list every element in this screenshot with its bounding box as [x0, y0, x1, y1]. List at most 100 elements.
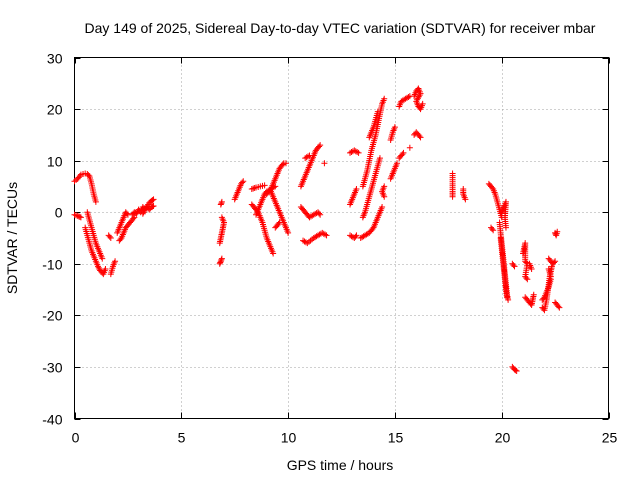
data-point [405, 94, 412, 101]
x-tick-label: 15 [388, 430, 404, 446]
data-point [275, 220, 282, 227]
data-point [502, 224, 509, 231]
data-point [107, 235, 114, 241]
data-point [305, 153, 312, 160]
data-point [94, 263, 101, 270]
data-point [76, 213, 83, 220]
data-point [391, 124, 398, 131]
data-point [545, 265, 552, 272]
data-point [149, 197, 156, 204]
data-point [216, 260, 223, 267]
data-point [417, 134, 424, 141]
data-point [218, 255, 225, 262]
data-point [379, 204, 386, 211]
data-point [322, 231, 329, 238]
data-point [399, 151, 406, 158]
data-point [72, 212, 79, 219]
data-point [76, 172, 83, 179]
data-point [317, 142, 324, 149]
data-point [251, 184, 258, 191]
ticks [74, 57, 610, 420]
data-point [394, 160, 401, 167]
data-point [282, 160, 289, 167]
y-tick-label: -10 [42, 257, 62, 273]
data-point [512, 367, 519, 374]
data-point [140, 209, 147, 216]
y-tick-label: -40 [42, 412, 62, 428]
data-point [217, 259, 224, 266]
data-point [555, 303, 562, 310]
data-point [218, 214, 225, 221]
x-tick-label: 20 [495, 430, 511, 446]
data-point [279, 161, 286, 168]
data-point [99, 255, 106, 262]
data-point [416, 133, 423, 140]
data-point [552, 258, 559, 265]
data-point [523, 259, 530, 266]
data-point [102, 265, 109, 272]
data-point [523, 274, 530, 281]
data-point [77, 214, 84, 221]
data-point [354, 149, 361, 156]
data-point [218, 198, 225, 205]
data-point [149, 203, 156, 210]
plot-frame [74, 57, 609, 419]
data-point [400, 149, 407, 156]
data-point [353, 232, 360, 239]
data-point [540, 295, 547, 302]
data-point [316, 210, 323, 217]
data-point [270, 250, 277, 257]
data-point [112, 258, 119, 265]
data-point [317, 211, 324, 218]
y-tick-label: 10 [47, 154, 63, 170]
data-point [489, 225, 496, 232]
y-tick-label: -30 [42, 360, 62, 376]
data-point [554, 228, 561, 235]
data-point [490, 227, 497, 234]
data-point [524, 276, 531, 283]
data-point [462, 196, 469, 203]
data-point [218, 200, 225, 207]
data-point [248, 186, 255, 193]
chart-title: Day 149 of 2025, Sidereal Day-to-day VTE… [85, 20, 596, 36]
data-point [266, 187, 273, 194]
data-point [218, 256, 225, 263]
data-points [71, 85, 563, 375]
data-point [528, 265, 535, 272]
data-point [240, 178, 247, 185]
data-point [261, 182, 268, 189]
data-point [239, 179, 246, 186]
data-point [254, 207, 261, 214]
data-point [285, 229, 292, 236]
data-point [106, 233, 113, 240]
data-point [551, 259, 558, 266]
data-point [504, 294, 511, 301]
data-point [139, 210, 146, 217]
y-tick-label: 0 [55, 205, 63, 221]
x-axis-label: GPS time / hours [287, 457, 394, 473]
data-point [374, 108, 381, 115]
data-point [316, 143, 323, 150]
data-point [530, 291, 537, 298]
data-point [505, 296, 512, 303]
data-point [217, 258, 224, 265]
data-point [449, 193, 456, 200]
y-tick-label: 20 [47, 102, 63, 118]
data-point [250, 185, 257, 192]
data-point [353, 186, 360, 193]
data-point [306, 152, 313, 159]
data-point [511, 263, 518, 270]
y-tick-label: 30 [47, 51, 63, 67]
x-tick-label: 10 [281, 430, 297, 446]
data-point [406, 144, 413, 151]
data-point [276, 219, 283, 226]
x-tick-label: 25 [602, 430, 618, 446]
data-point [513, 368, 520, 375]
y-axis-label: SDTVAR / TECUs [4, 182, 20, 294]
data-point [217, 201, 224, 208]
data-point [352, 233, 359, 240]
data-point [123, 210, 130, 217]
data-point [489, 184, 496, 191]
grid [74, 57, 609, 419]
